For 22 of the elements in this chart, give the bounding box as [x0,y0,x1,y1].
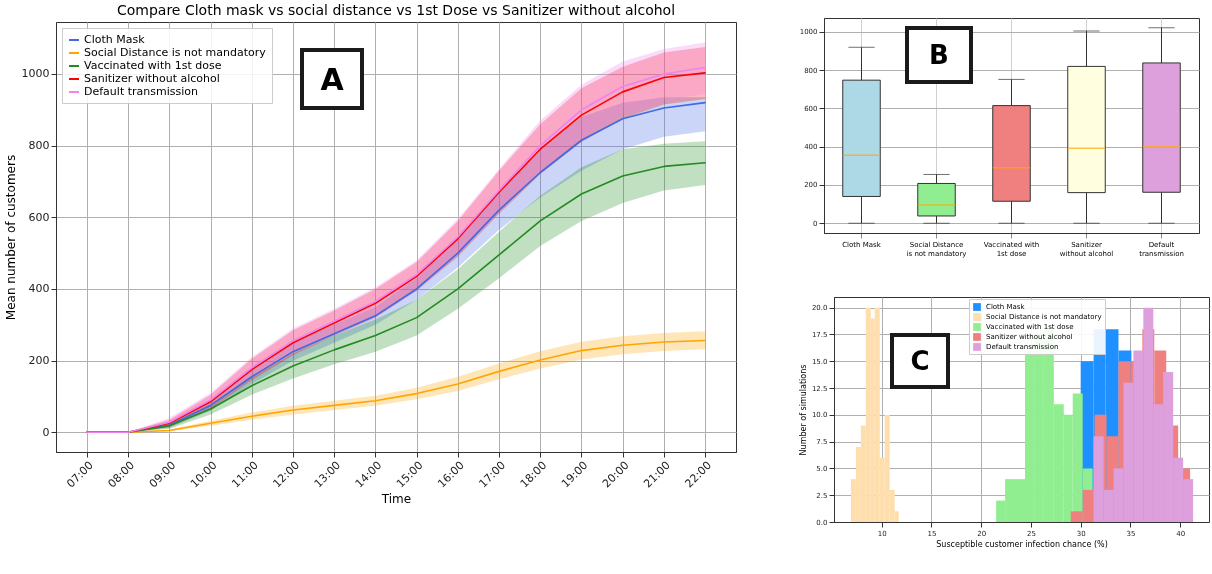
letter-box: A [300,48,364,110]
legend-label: Vaccinated with 1st dose [84,59,222,72]
y-tick-label: 800 [28,139,50,153]
letter-box: B [905,26,973,84]
y-axis-title: Number of simulations [798,364,808,456]
y-tick-label: 600 [28,210,50,224]
legend-label: Default transmission [84,85,198,98]
y-tick-label: 200 [28,354,50,368]
x-axis-title: Time [380,491,412,506]
y-tick-label: 400 [28,282,50,296]
legend-label: Social Distance is not mandatory [84,46,267,59]
annotation: A [320,61,344,97]
annotation: B [929,40,949,70]
letter-box: C [890,333,950,389]
y-tick-label: 1000 [21,67,50,81]
chart-title: Compare Cloth mask vs social distance vs 1st Dose vs Sanitizer without alcohol [116,2,676,18]
annotation: C [910,346,930,376]
y-tick-label: 0 [42,425,50,439]
x-axis-title: Susceptible customer infection chance (%) [936,539,1108,549]
legend-label: Cloth Mask [84,33,146,46]
y-axis-title: Mean number of customers [3,154,18,321]
legend-label: Sanitizer without alcohol [84,72,220,85]
